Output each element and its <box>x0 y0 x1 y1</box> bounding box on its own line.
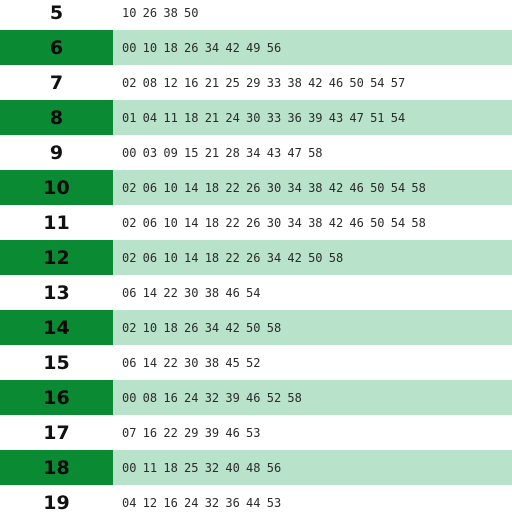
timetable-row-9: 9 00 03 09 15 21 28 34 43 47 58 <box>0 135 512 170</box>
departure-minutes: 10 26 38 50 <box>122 5 199 20</box>
hour-label: 19 <box>43 491 70 512</box>
departure-minutes: 02 06 10 14 18 22 26 30 34 38 42 46 50 5… <box>122 215 426 230</box>
timetable-row-18: 18 00 11 18 25 32 40 48 56 <box>0 450 512 485</box>
hour-label: 9 <box>49 141 64 164</box>
departure-minutes: 02 10 18 26 34 42 50 58 <box>113 310 512 345</box>
hour-label: 12 <box>0 240 113 275</box>
departure-minutes: 06 14 22 30 38 46 54 <box>122 285 261 300</box>
timetable-row-17: 17 07 16 22 29 39 46 53 <box>0 415 512 450</box>
hour-label: 6 <box>0 30 113 65</box>
hour-label: 11 <box>43 211 70 234</box>
hour-label: 8 <box>0 100 113 135</box>
timetable-row-14: 14 02 10 18 26 34 42 50 58 <box>0 310 512 345</box>
hour-label: 17 <box>43 421 70 444</box>
hour-label: 18 <box>0 450 113 485</box>
hour-label: 10 <box>0 170 113 205</box>
departure-minutes: 02 06 10 14 18 22 26 34 42 50 58 <box>113 240 512 275</box>
departure-minutes: 00 11 18 25 32 40 48 56 <box>113 450 512 485</box>
timetable-row-10: 10 02 06 10 14 18 22 26 30 34 38 42 46 5… <box>0 170 512 205</box>
timetable-row-15: 15 06 14 22 30 38 45 52 <box>0 345 512 380</box>
hour-label: 16 <box>0 380 113 415</box>
departure-minutes: 02 06 10 14 18 22 26 30 34 38 42 46 50 5… <box>113 170 512 205</box>
timetable-row-12: 12 02 06 10 14 18 22 26 34 42 50 58 <box>0 240 512 275</box>
departure-minutes: 04 12 16 24 32 36 44 53 <box>122 495 282 510</box>
departure-minutes: 00 10 18 26 34 42 49 56 <box>113 30 512 65</box>
hour-label: 7 <box>49 71 64 94</box>
departure-minutes: 00 03 09 15 21 28 34 43 47 58 <box>122 145 323 160</box>
departure-minutes: 02 08 12 16 21 25 29 33 38 42 46 50 54 5… <box>122 75 406 90</box>
timetable-row-8: 8 01 04 11 18 21 24 30 33 36 39 43 47 51… <box>0 100 512 135</box>
hour-label: 14 <box>0 310 113 345</box>
timetable-row-5: 5 10 26 38 50 <box>0 0 512 30</box>
timetable-row-11: 11 02 06 10 14 18 22 26 30 34 38 42 46 5… <box>0 205 512 240</box>
departure-minutes: 06 14 22 30 38 45 52 <box>122 355 261 370</box>
timetable-row-19: 19 04 12 16 24 32 36 44 53 <box>0 485 512 512</box>
hour-label: 15 <box>43 351 70 374</box>
timetable-row-6: 6 00 10 18 26 34 42 49 56 <box>0 30 512 65</box>
timetable-row-7: 7 02 08 12 16 21 25 29 33 38 42 46 50 54… <box>0 65 512 100</box>
departure-minutes: 01 04 11 18 21 24 30 33 36 39 43 47 51 5… <box>113 100 512 135</box>
hour-label: 13 <box>43 281 70 304</box>
departure-minutes: 00 08 16 24 32 39 46 52 58 <box>113 380 512 415</box>
departure-minutes: 07 16 22 29 39 46 53 <box>122 425 261 440</box>
timetable-row-13: 13 06 14 22 30 38 46 54 <box>0 275 512 310</box>
timetable-row-16: 16 00 08 16 24 32 39 46 52 58 <box>0 380 512 415</box>
hour-label: 5 <box>49 1 64 24</box>
